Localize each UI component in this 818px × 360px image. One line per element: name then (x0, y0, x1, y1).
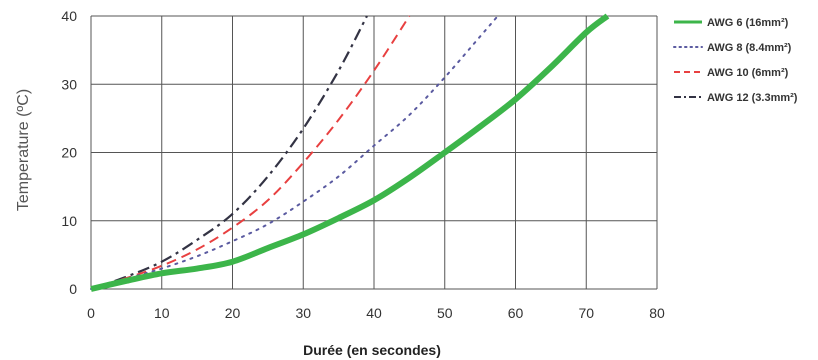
x-tick-label: 80 (649, 305, 665, 321)
y-tick-label: 10 (61, 213, 77, 229)
y-tick-label: 30 (61, 76, 77, 92)
series-line-awg-6 (90, 13, 610, 292)
x-tick-label: 0 (87, 305, 95, 321)
series-line-awg-10 (90, 15, 411, 290)
series-line-awg-12 (90, 15, 368, 291)
x-tick-label: 60 (508, 305, 524, 321)
y-tick-label: 0 (69, 281, 77, 297)
legend-label: AWG 12 (3.3mm²) (707, 92, 798, 104)
x-tick-label: 40 (366, 305, 382, 321)
series-line-awg-8 (90, 15, 499, 290)
series-layer (90, 13, 610, 292)
x-tick-label: 10 (154, 305, 170, 321)
x-axis-title: Durée (en secondes) (303, 342, 441, 358)
x-tick-label: 20 (225, 305, 241, 321)
legend-label: AWG 6 (16mm²) (707, 17, 789, 29)
x-tick-label: 50 (437, 305, 453, 321)
grid (90, 15, 658, 290)
legend-label: AWG 8 (8.4mm²) (707, 42, 792, 54)
legend: AWG 6 (16mm²) AWG 8 (8.4mm²) AWG 10 (6mm²)… (673, 17, 798, 104)
legend-label: AWG 10 (6mm²) (707, 67, 789, 79)
x-tick-label: 70 (578, 305, 594, 321)
tick-labels: 0 10 20 30 40 50 60 70 80 0 10 20 30 40 (61, 8, 665, 321)
y-axis-title: Temperature (ºC) (15, 89, 32, 211)
x-tick-label: 30 (295, 305, 311, 321)
y-tick-label: 40 (61, 8, 77, 24)
y-tick-label: 20 (61, 145, 77, 161)
